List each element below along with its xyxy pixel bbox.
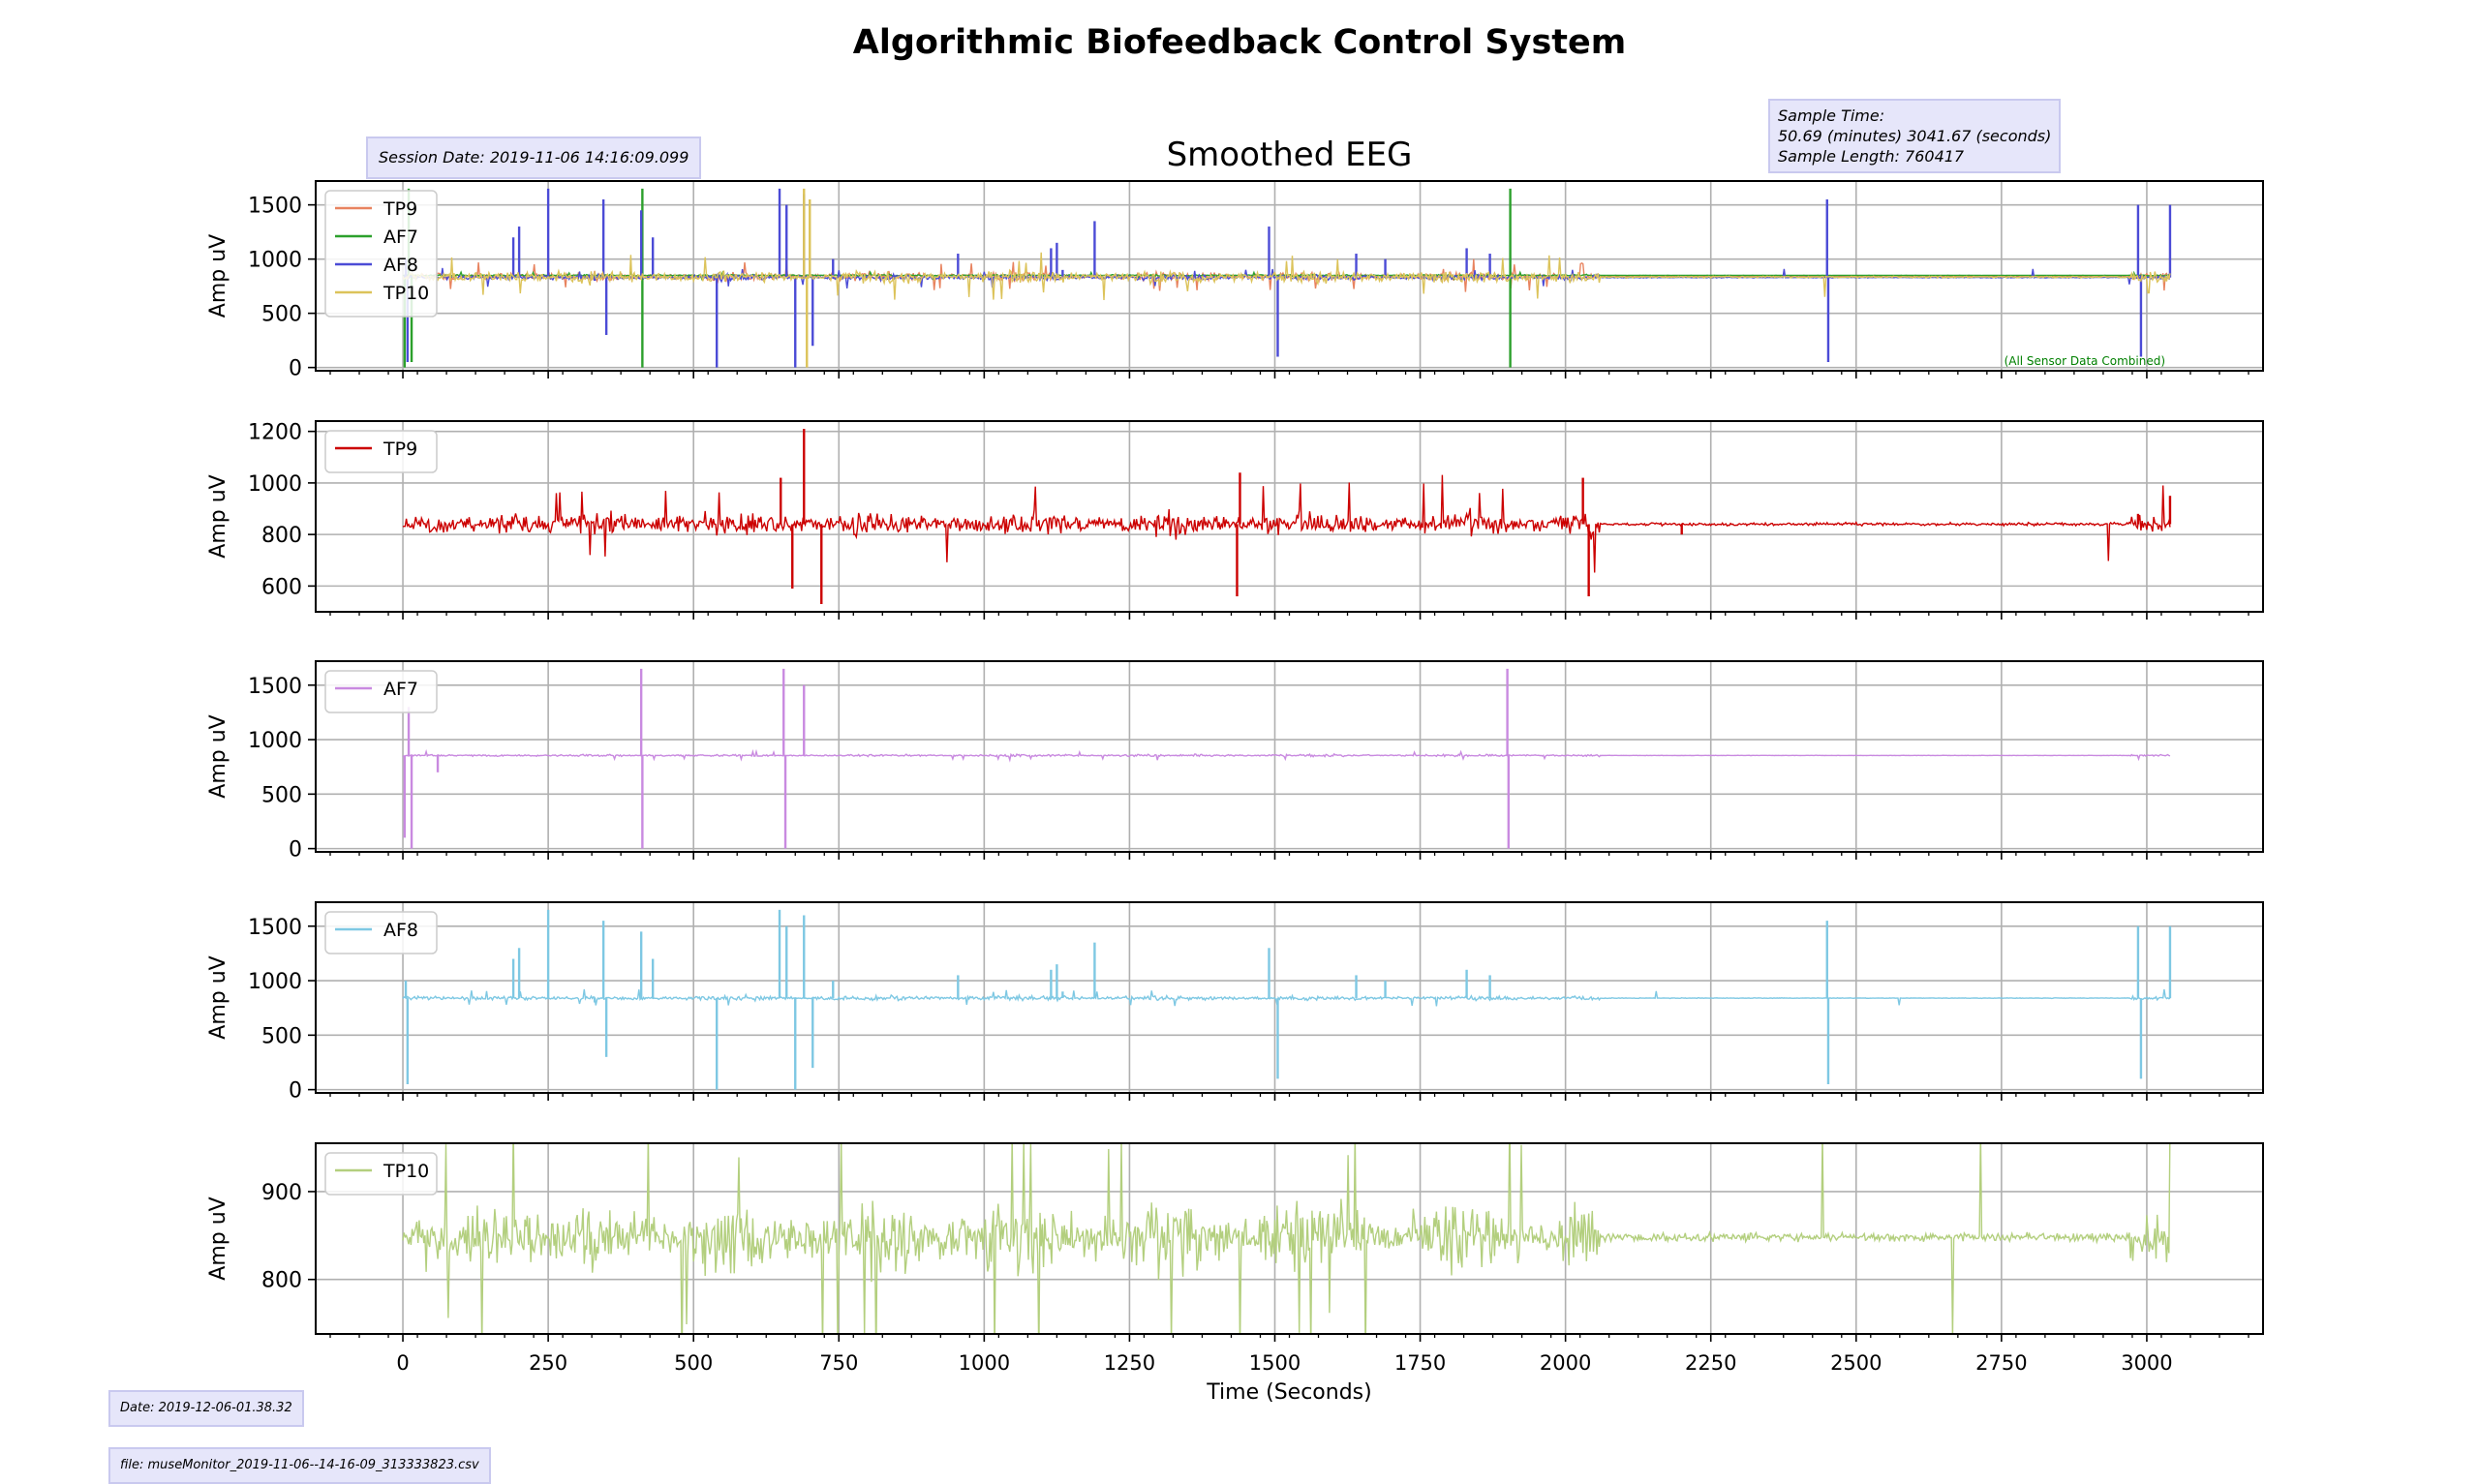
y-tick-label: 0 [289,357,302,381]
legend-box [324,190,438,318]
y-axis-label: Amp uV [206,714,230,798]
legend-box [324,911,438,954]
y-tick-label: 1000 [248,249,302,273]
combined-annotation: (All Sensor Data Combined) [2005,354,2165,368]
x-tick-label: 1000 [959,1351,1010,1375]
sample-time-values: 50.69 (minutes) 3041.67 (seconds) [1778,127,2052,145]
af8-panel: 0 500 1000 1500 Amp uV AF8 [206,901,2264,1104]
legend-label: TP10 [383,1161,429,1182]
af7-panel: 0 500 1000 1500 Amp uV AF7 [206,660,2264,863]
footer-date-box: Date: 2019-12-06-01.38.32 [108,1390,304,1427]
legend-box [324,430,438,473]
y-tick-label: 500 [261,1024,302,1048]
x-tick-label: 1500 [1249,1351,1301,1375]
footer-file-box: file: museMonitor_2019-11-06--14-16-09_3… [108,1447,491,1484]
y-tick-label: 1500 [248,675,302,699]
footer-file-text: file: museMonitor_2019-11-06--14-16-09_3… [120,1458,479,1472]
sample-time-label: Sample Time: [1778,106,1885,125]
legend-label: TP9 [383,439,417,460]
series-line-af7 [402,748,2171,763]
y-axis-label: Amp uV [206,234,230,318]
session-date-box: Session Date: 2019-11-06 14:16:09.099 [366,136,702,179]
legend-label: TP9 [383,198,417,220]
x-tick-label: 750 [819,1351,858,1375]
y-tick-label: 1500 [248,916,302,940]
x-tick-label: 2500 [1830,1351,1882,1375]
plot-frame [315,660,2264,853]
legend-box [324,1152,438,1196]
x-tick-label: 3000 [2121,1351,2172,1375]
y-tick-label: 1000 [248,729,302,753]
y-tick-label: 900 [261,1181,302,1205]
x-tick-label: 2250 [1685,1351,1736,1375]
y-tick-label: 1000 [248,472,302,497]
sample-length-text: Sample Length: 760417 [1778,147,1965,166]
y-tick-label: 800 [261,1269,302,1293]
y-tick-label: 600 [261,575,302,599]
x-tick-label: 2750 [1975,1351,2027,1375]
y-axis-label: Amp uV [206,1196,230,1280]
x-tick-label: 2000 [1540,1351,1591,1375]
y-axis-label: Amp uV [206,474,230,558]
legend-box [324,670,438,713]
plot-frame [315,420,2264,613]
x-tick-label: 0 [396,1351,409,1375]
y-tick-label: 1500 [248,195,302,219]
x-tick-label: 1250 [1104,1351,1155,1375]
legend-label: AF7 [383,679,418,700]
series-line-tp10 [402,252,2171,301]
x-tick-label: 250 [529,1351,567,1375]
series-line-af8 [402,988,2171,1007]
x-tick-label: 1750 [1394,1351,1446,1375]
series-line-tp10 [402,1143,2171,1334]
y-tick-label: 0 [289,838,302,863]
session-date-text: Session Date: 2019-11-06 14:16:09.099 [379,148,689,167]
tp10-panel: 0 250 500 750 1000 1250 1500 1750 2000 2250 2500 27… [206,1142,2264,1405]
legend-label: AF8 [383,255,418,276]
combined-eeg-panel: 0 500 1000 1500 Amp uV Smoothed EEG (All Senso… [206,136,2264,381]
legend-label: AF8 [383,920,418,941]
y-tick-label: 0 [289,1079,302,1104]
figure-title: Algorithmic Biofeedback Control System [852,23,1627,62]
sample-info-box: Sample Time: 50.69 (minutes) 3041.67 (se… [1768,99,2062,173]
y-tick-label: 800 [261,524,302,548]
series-line-tp9 [402,474,2171,573]
x-tick-label: 500 [674,1351,713,1375]
y-tick-label: 500 [261,783,302,807]
y-tick-label: 500 [261,303,302,327]
chart-title: Smoothed EEG [1167,136,1413,174]
y-axis-label: Amp uV [206,955,230,1039]
legend-label: AF7 [383,227,418,248]
footer-date-text: Date: 2019-12-06-01.38.32 [120,1401,292,1415]
x-axis-label: Time (Seconds) [1206,1380,1371,1405]
y-tick-label: 1200 [248,421,302,445]
legend-label: TP10 [383,283,429,304]
tp9-panel: 600 800 1000 1200 Amp uV TP9 [206,420,2264,620]
y-tick-label: 1000 [248,970,302,994]
series-line-af7 [402,270,2171,282]
